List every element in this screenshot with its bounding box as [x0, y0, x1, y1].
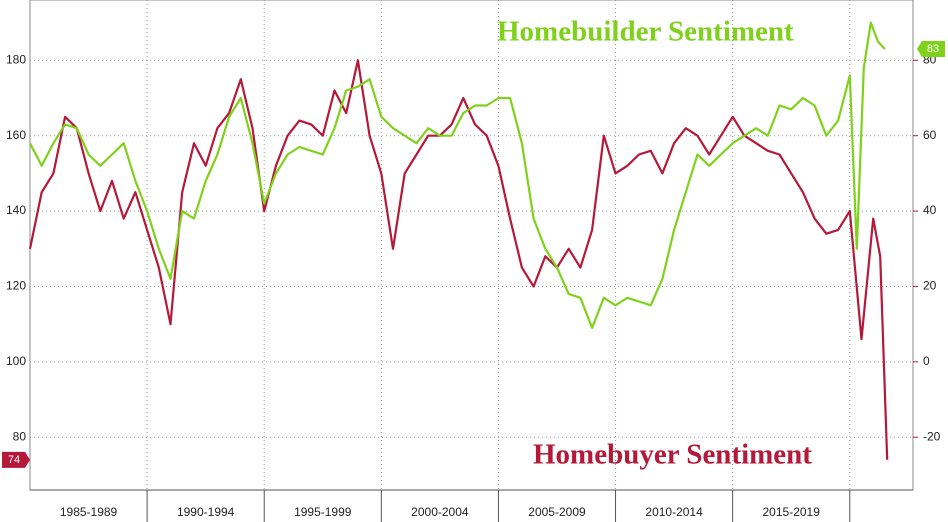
value-tag	[2, 451, 30, 468]
value-tag	[917, 41, 945, 57]
x-tick-label: 2015-2019	[763, 505, 821, 519]
y2-tick-label: 0	[923, 354, 930, 368]
y2-tick-label: 40	[923, 203, 937, 217]
marks	[28, 21, 889, 460]
y-tick-label: 80	[13, 429, 27, 443]
series-label: Homebuyer Sentiment	[533, 439, 812, 471]
y2-tick-label: -20	[923, 429, 941, 443]
y-tick-label: 140	[6, 203, 26, 217]
x-tick-label: 2000-2004	[411, 505, 469, 519]
y-tick-label: 160	[6, 128, 26, 142]
x-tick-label: 1995-1999	[294, 505, 352, 519]
series-label: Homebuilder Sentiment	[497, 16, 794, 48]
x-tick-label: 1985-1989	[60, 505, 118, 519]
series-line	[29, 21, 886, 329]
x-tick-label: 1990-1994	[177, 505, 235, 519]
grid	[30, 0, 913, 490]
y-tick-label: 120	[6, 279, 26, 293]
y2-tick-label: 60	[923, 128, 937, 142]
y2-tick-label: 20	[923, 279, 937, 293]
value-tag-label: 83	[927, 43, 939, 55]
series-line	[28, 59, 889, 460]
x-tick-label: 2010-2014	[645, 505, 703, 519]
x-tick-label: 2005-2009	[528, 505, 586, 519]
y-tick-label: 100	[6, 354, 26, 368]
plot-area	[29, 0, 914, 491]
y-tick-label: 180	[6, 52, 26, 66]
value-tag-label: 74	[8, 454, 20, 466]
